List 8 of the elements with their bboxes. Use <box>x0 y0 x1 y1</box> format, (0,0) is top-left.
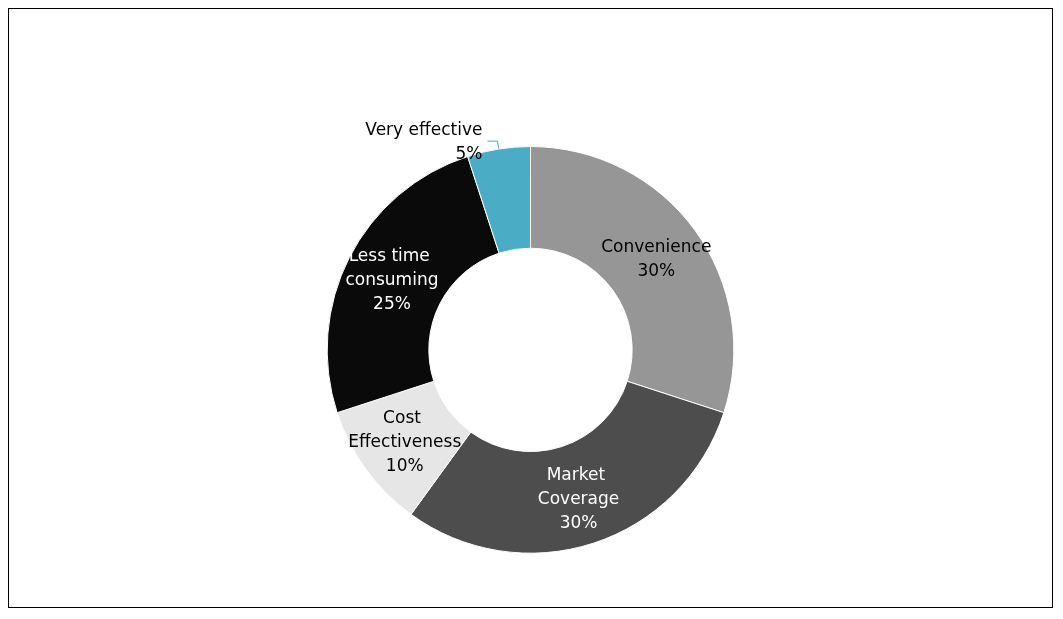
slice-label: Very effective <box>365 119 483 140</box>
slice-label: Market Coverage <box>537 463 620 508</box>
data-label: 30% <box>559 511 598 532</box>
data-label: 10% <box>385 455 424 476</box>
slice-label: Cost Effectiveness <box>348 407 462 452</box>
data-label: 5% <box>455 143 483 164</box>
data-label: 30% <box>637 260 676 281</box>
data-label: 25% <box>373 293 411 314</box>
